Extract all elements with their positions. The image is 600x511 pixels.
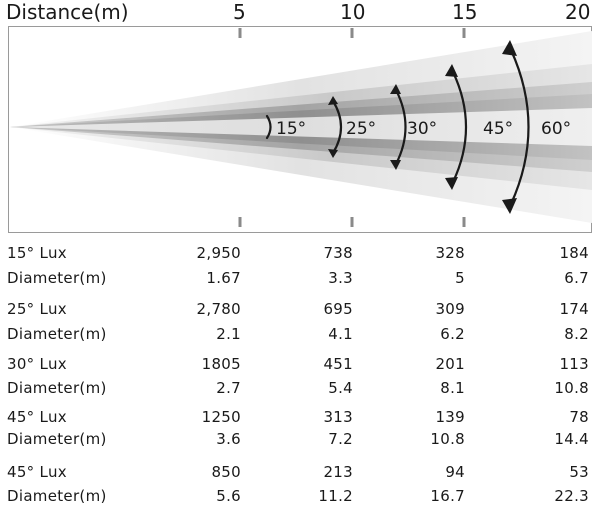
angle-label-15: 15°: [276, 119, 306, 139]
table-row: Diameter(m) 2.7 5.4 8.1 10.8: [0, 379, 600, 401]
angle-label-60: 60°: [541, 119, 571, 139]
cell-5m: 2,780: [196, 300, 241, 318]
cell-15m: 94: [445, 463, 465, 481]
cell-5m: 1.67: [206, 269, 241, 287]
cell-10m: 451: [323, 355, 353, 373]
row-label: Diameter(m): [7, 269, 107, 287]
angle-label-25: 25°: [346, 119, 376, 139]
cell-20m: 184: [559, 244, 589, 262]
arrowhead-25-bottom: [328, 149, 338, 158]
cell-20m: 78: [569, 408, 589, 426]
cell-20m: 14.4: [554, 430, 589, 448]
cell-5m: 850: [211, 463, 241, 481]
row-label: 45° Lux: [7, 408, 67, 426]
cell-5m: 1805: [201, 355, 241, 373]
row-label: Diameter(m): [7, 487, 107, 505]
cell-20m: 10.8: [554, 379, 589, 397]
cell-20m: 6.7: [564, 269, 589, 287]
cell-10m: 5.4: [328, 379, 353, 397]
beam-angle-diagram: 15° 25° 30° 45° 60°: [8, 26, 592, 233]
row-label: Diameter(m): [7, 430, 107, 448]
row-label: Diameter(m): [7, 379, 107, 397]
table-row: Diameter(m) 3.6 7.2 10.8 14.4: [0, 430, 600, 452]
distance-axis-label: Distance(m): [6, 0, 129, 24]
distance-label-5: 5: [233, 0, 246, 24]
arc-45-degree: [451, 70, 467, 184]
distance-label-10: 10: [340, 0, 366, 24]
distance-ticks: [238, 28, 466, 227]
cell-10m: 695: [323, 300, 353, 318]
cell-20m: 8.2: [564, 325, 589, 343]
arrowhead-60-bottom: [502, 198, 517, 214]
cell-15m: 139: [435, 408, 465, 426]
cell-5m: 5.6: [216, 487, 241, 505]
table-row: 30° Lux 1805 451 201 113: [0, 355, 600, 377]
row-label: 25° Lux: [7, 300, 67, 318]
cell-20m: 53: [569, 463, 589, 481]
distance-label-20: 20: [565, 0, 591, 24]
table-row: 25° Lux 2,780 695 309 174: [0, 300, 600, 322]
cell-15m: 16.7: [430, 487, 465, 505]
cell-5m: 2,950: [196, 244, 241, 262]
distance-label-15: 15: [452, 0, 478, 24]
cell-10m: 7.2: [328, 430, 353, 448]
cell-10m: 11.2: [318, 487, 353, 505]
table-row: Diameter(m) 1.67 3.3 5 6.7: [0, 269, 600, 291]
angle-label-45: 45°: [483, 119, 513, 139]
arrowhead-45-bottom: [445, 177, 458, 190]
cell-10m: 738: [323, 244, 353, 262]
arc-30-degree: [394, 88, 407, 166]
arrowhead-60-top: [502, 40, 517, 56]
row-label: 30° Lux: [7, 355, 67, 373]
cell-15m: 10.8: [430, 430, 465, 448]
arrowhead-25-top: [328, 96, 338, 105]
arc-15-degree: [265, 114, 272, 140]
cell-5m: 1250: [201, 408, 241, 426]
arc-60-degree: [509, 48, 530, 206]
cell-15m: 6.2: [440, 325, 465, 343]
arc-25-degree: [331, 99, 343, 155]
table-row: Diameter(m) 5.6 11.2 16.7 22.3: [0, 487, 600, 509]
cell-15m: 309: [435, 300, 465, 318]
arrowhead-45-top: [445, 64, 458, 77]
cell-20m: 22.3: [554, 487, 589, 505]
cone-15-degree: [10, 108, 592, 146]
cell-15m: 8.1: [440, 379, 465, 397]
cell-10m: 213: [323, 463, 353, 481]
table-row: 45° Lux 1250 313 139 78: [0, 408, 600, 430]
table-row: 45° Lux 850 213 94 53: [0, 463, 600, 485]
cell-15m: 328: [435, 244, 465, 262]
row-label: Diameter(m): [7, 325, 107, 343]
table-row: Diameter(m) 2.1 4.1 6.2 8.2: [0, 325, 600, 347]
arrowhead-30-bottom: [390, 160, 401, 170]
row-label: 15° Lux: [7, 244, 67, 262]
table-row: 15° Lux 2,950 738 328 184: [0, 244, 600, 266]
cell-15m: 201: [435, 355, 465, 373]
cell-5m: 2.1: [216, 325, 241, 343]
row-label: 45° Lux: [7, 463, 67, 481]
cell-10m: 3.3: [328, 269, 353, 287]
cell-15m: 5: [455, 269, 465, 287]
cell-20m: 113: [559, 355, 589, 373]
angle-label-30: 30°: [407, 119, 437, 139]
cell-10m: 4.1: [328, 325, 353, 343]
cell-5m: 2.7: [216, 379, 241, 397]
cell-5m: 3.6: [216, 430, 241, 448]
cell-20m: 174: [559, 300, 589, 318]
arrowhead-30-top: [390, 84, 401, 94]
cell-10m: 313: [323, 408, 353, 426]
